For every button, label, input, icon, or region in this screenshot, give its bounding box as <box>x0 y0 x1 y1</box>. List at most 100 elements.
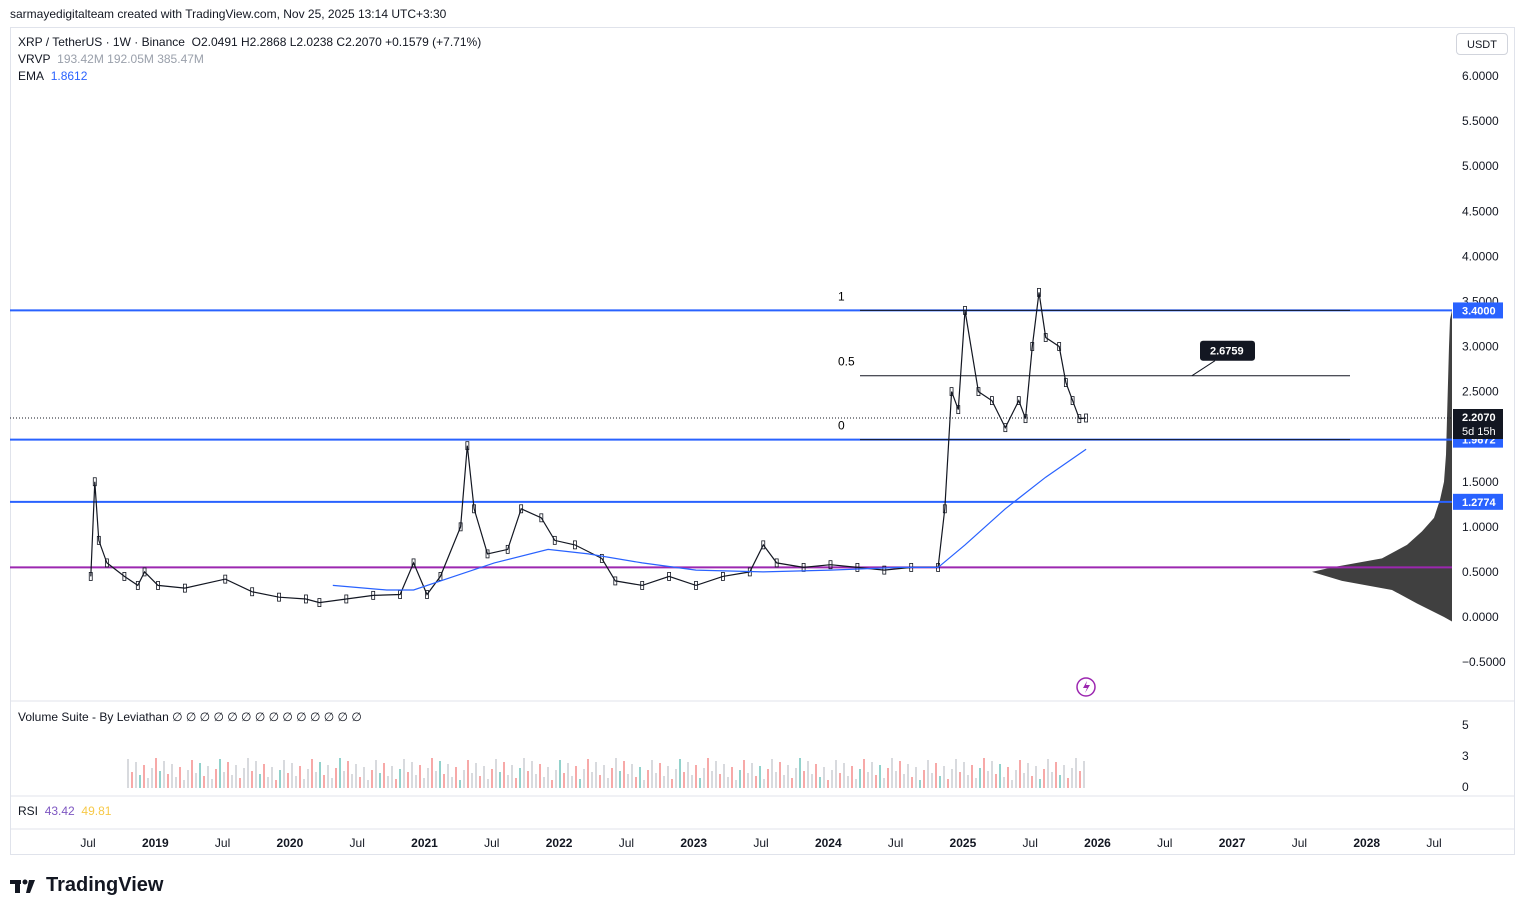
x-tick-label: 2019 <box>142 836 169 850</box>
chart-credit: sarmayedigitalteam created with TradingV… <box>10 7 447 21</box>
price-candle <box>963 306 967 315</box>
price-candle <box>1063 378 1068 387</box>
x-tick-label: 2023 <box>680 836 707 850</box>
price-candle <box>694 581 698 590</box>
price-candle <box>976 387 981 396</box>
price-series <box>90 292 1087 604</box>
volume-tick-label: 3 <box>1462 749 1469 763</box>
price-candle <box>1070 396 1075 406</box>
current-price-label: 2.2070 <box>1462 412 1496 424</box>
price-candle <box>855 563 860 572</box>
x-tick-label: 2028 <box>1353 836 1380 850</box>
price-candle <box>92 477 97 487</box>
level-price-label: 3.4000 <box>1462 305 1496 317</box>
x-tick-label: Jul <box>888 836 903 850</box>
fib-ratio-label: 0.5 <box>838 355 855 369</box>
current-price-badge <box>1453 409 1503 440</box>
x-tick-label: 2026 <box>1084 836 1111 850</box>
currency-button[interactable]: USDT <box>1456 33 1508 55</box>
x-tick-label: Jul <box>1426 836 1441 850</box>
rsi-value-2: 49.81 <box>81 804 112 818</box>
price-candle <box>721 572 725 581</box>
y-tick-label: 6.0000 <box>1462 69 1499 83</box>
alert-lightning-glyph <box>1083 681 1090 693</box>
price-candle <box>828 560 833 570</box>
x-tick-label: 2027 <box>1219 836 1246 850</box>
ema-legend[interactable]: EMA 1.8612 <box>18 69 87 83</box>
price-candle <box>122 572 127 581</box>
volume-tick-label: 5 <box>1462 718 1469 732</box>
y-tick-label: 5.5000 <box>1462 114 1499 128</box>
rsi-legend[interactable]: RSI 43.42 49.81 <box>18 804 111 818</box>
x-tick-label: Jul <box>1157 836 1172 850</box>
x-tick-label: 2024 <box>815 836 842 850</box>
y-tick-label: −0.5000 <box>1462 655 1506 669</box>
rsi-label: RSI <box>18 804 39 818</box>
price-candle <box>485 549 490 559</box>
price-candle <box>990 396 994 406</box>
level-price-badge <box>1453 302 1503 319</box>
volume-legend[interactable]: Volume Suite - By Leviathan ∅ ∅ ∅ ∅ ∅ ∅ … <box>18 710 362 724</box>
fib-ratio-label: 1 <box>838 289 845 303</box>
vrvp-label: VRVP <box>18 52 51 66</box>
x-tick-label: Jul <box>1023 836 1038 850</box>
price-candle <box>96 535 101 545</box>
ohlc-values: O2.0491 H2.2868 L2.0238 C2.2070 +0.1579 … <box>191 35 482 49</box>
ema-value: 1.8612 <box>50 69 88 83</box>
y-tick-label: 2.5000 <box>1462 385 1499 399</box>
price-candle <box>1043 333 1048 342</box>
x-tick-label: Jul <box>350 836 365 850</box>
level-price-badge <box>1453 493 1503 510</box>
x-tick-label: 2022 <box>546 836 573 850</box>
price-candle <box>505 544 510 554</box>
fib-callout-label: 2.6759 <box>1210 346 1244 358</box>
price-candle <box>425 590 429 599</box>
price-candle <box>882 565 887 575</box>
price-candle <box>942 504 947 514</box>
y-tick-label: 0.5000 <box>1462 565 1499 579</box>
x-tick-label: 2021 <box>411 836 438 850</box>
fib-callout-box <box>1200 340 1255 361</box>
price-candle <box>774 558 779 568</box>
level-price-label: 1.2774 <box>1462 497 1497 509</box>
price-candle <box>317 598 322 607</box>
price-candle <box>613 576 618 586</box>
price-candle <box>142 567 147 577</box>
price-candle <box>104 558 109 568</box>
alert-lightning-icon <box>1076 677 1096 697</box>
price-candle <box>552 535 557 545</box>
price-candle <box>1037 287 1041 297</box>
x-tick-label: Jul <box>753 836 768 850</box>
vrvp-legend[interactable]: VRVP 193.42M 192.05M 385.47M <box>18 52 204 66</box>
price-candle <box>949 387 954 396</box>
vrvp-values: 193.42M 192.05M 385.47M <box>57 52 204 66</box>
rsi-value-1: 43.42 <box>44 804 75 818</box>
y-tick-label: 4.5000 <box>1462 204 1499 218</box>
tradingview-logo[interactable]: TradingView <box>10 874 163 897</box>
price-candle <box>250 587 255 597</box>
symbol-legend[interactable]: XRP / TetherUS · 1W · Binance O2.0491 H2… <box>18 35 481 49</box>
price-candle <box>573 540 577 550</box>
y-tick-label: 5.0000 <box>1462 159 1499 173</box>
y-tick-label: 4.0000 <box>1462 249 1499 263</box>
x-tick-label: Jul <box>484 836 499 850</box>
price-candle <box>88 572 93 581</box>
price-candle <box>599 553 604 563</box>
price-candle <box>539 513 544 523</box>
price-candle <box>761 540 766 550</box>
price-candle <box>1057 342 1062 351</box>
chart-frame <box>10 27 1515 855</box>
volume-profile <box>1312 310 1452 622</box>
price-candle <box>519 504 524 514</box>
x-tick-label: Jul <box>215 836 230 850</box>
price-candle <box>640 581 645 590</box>
price-candle <box>371 590 376 600</box>
price-candle <box>1003 423 1008 433</box>
ema-series <box>332 448 1087 591</box>
price-candle <box>304 594 308 604</box>
x-tick-label: Jul <box>1292 836 1307 850</box>
x-tick-label: Jul <box>619 836 634 850</box>
countdown-label: 5d 15h <box>1462 426 1496 438</box>
price-candle <box>1030 342 1035 351</box>
